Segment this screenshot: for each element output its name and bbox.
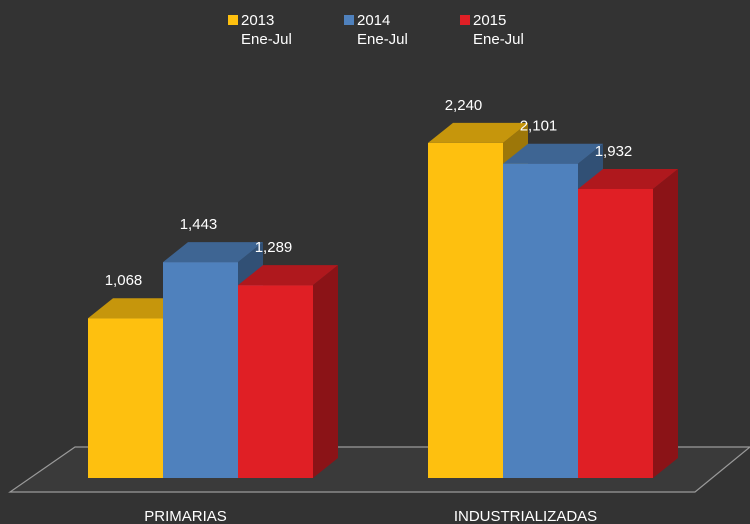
legend-label: 2013 Ene-Jul bbox=[241, 12, 292, 48]
bar-side bbox=[653, 168, 678, 479]
value-label: 1,289 bbox=[255, 239, 293, 256]
legend-swatch bbox=[344, 15, 354, 25]
x-tick-label: PRIMARIAS bbox=[144, 508, 227, 524]
bar bbox=[88, 318, 163, 478]
legend-label: 2014 Ene-Jul bbox=[357, 12, 408, 48]
bar bbox=[503, 163, 578, 478]
value-label: 2,101 bbox=[520, 118, 558, 135]
value-label: 2,240 bbox=[445, 97, 483, 114]
bar bbox=[238, 285, 313, 478]
bar-side bbox=[313, 265, 338, 478]
bar-top bbox=[503, 143, 603, 164]
bar-top bbox=[238, 265, 338, 286]
bar-top bbox=[163, 242, 263, 263]
bar-top bbox=[578, 168, 678, 189]
legend-swatch bbox=[228, 15, 238, 25]
legend-label: 2015 Ene-Jul bbox=[473, 12, 524, 48]
x-tick-label: INDUSTRIALIZADAS bbox=[454, 508, 597, 524]
value-label: 1,443 bbox=[180, 216, 218, 233]
bar-top bbox=[428, 122, 528, 143]
legend-swatch bbox=[460, 15, 470, 25]
value-label: 1,068 bbox=[105, 272, 143, 289]
value-label: 1,932 bbox=[595, 143, 633, 160]
bar bbox=[578, 188, 653, 479]
bar bbox=[163, 262, 238, 478]
bar bbox=[428, 142, 503, 478]
